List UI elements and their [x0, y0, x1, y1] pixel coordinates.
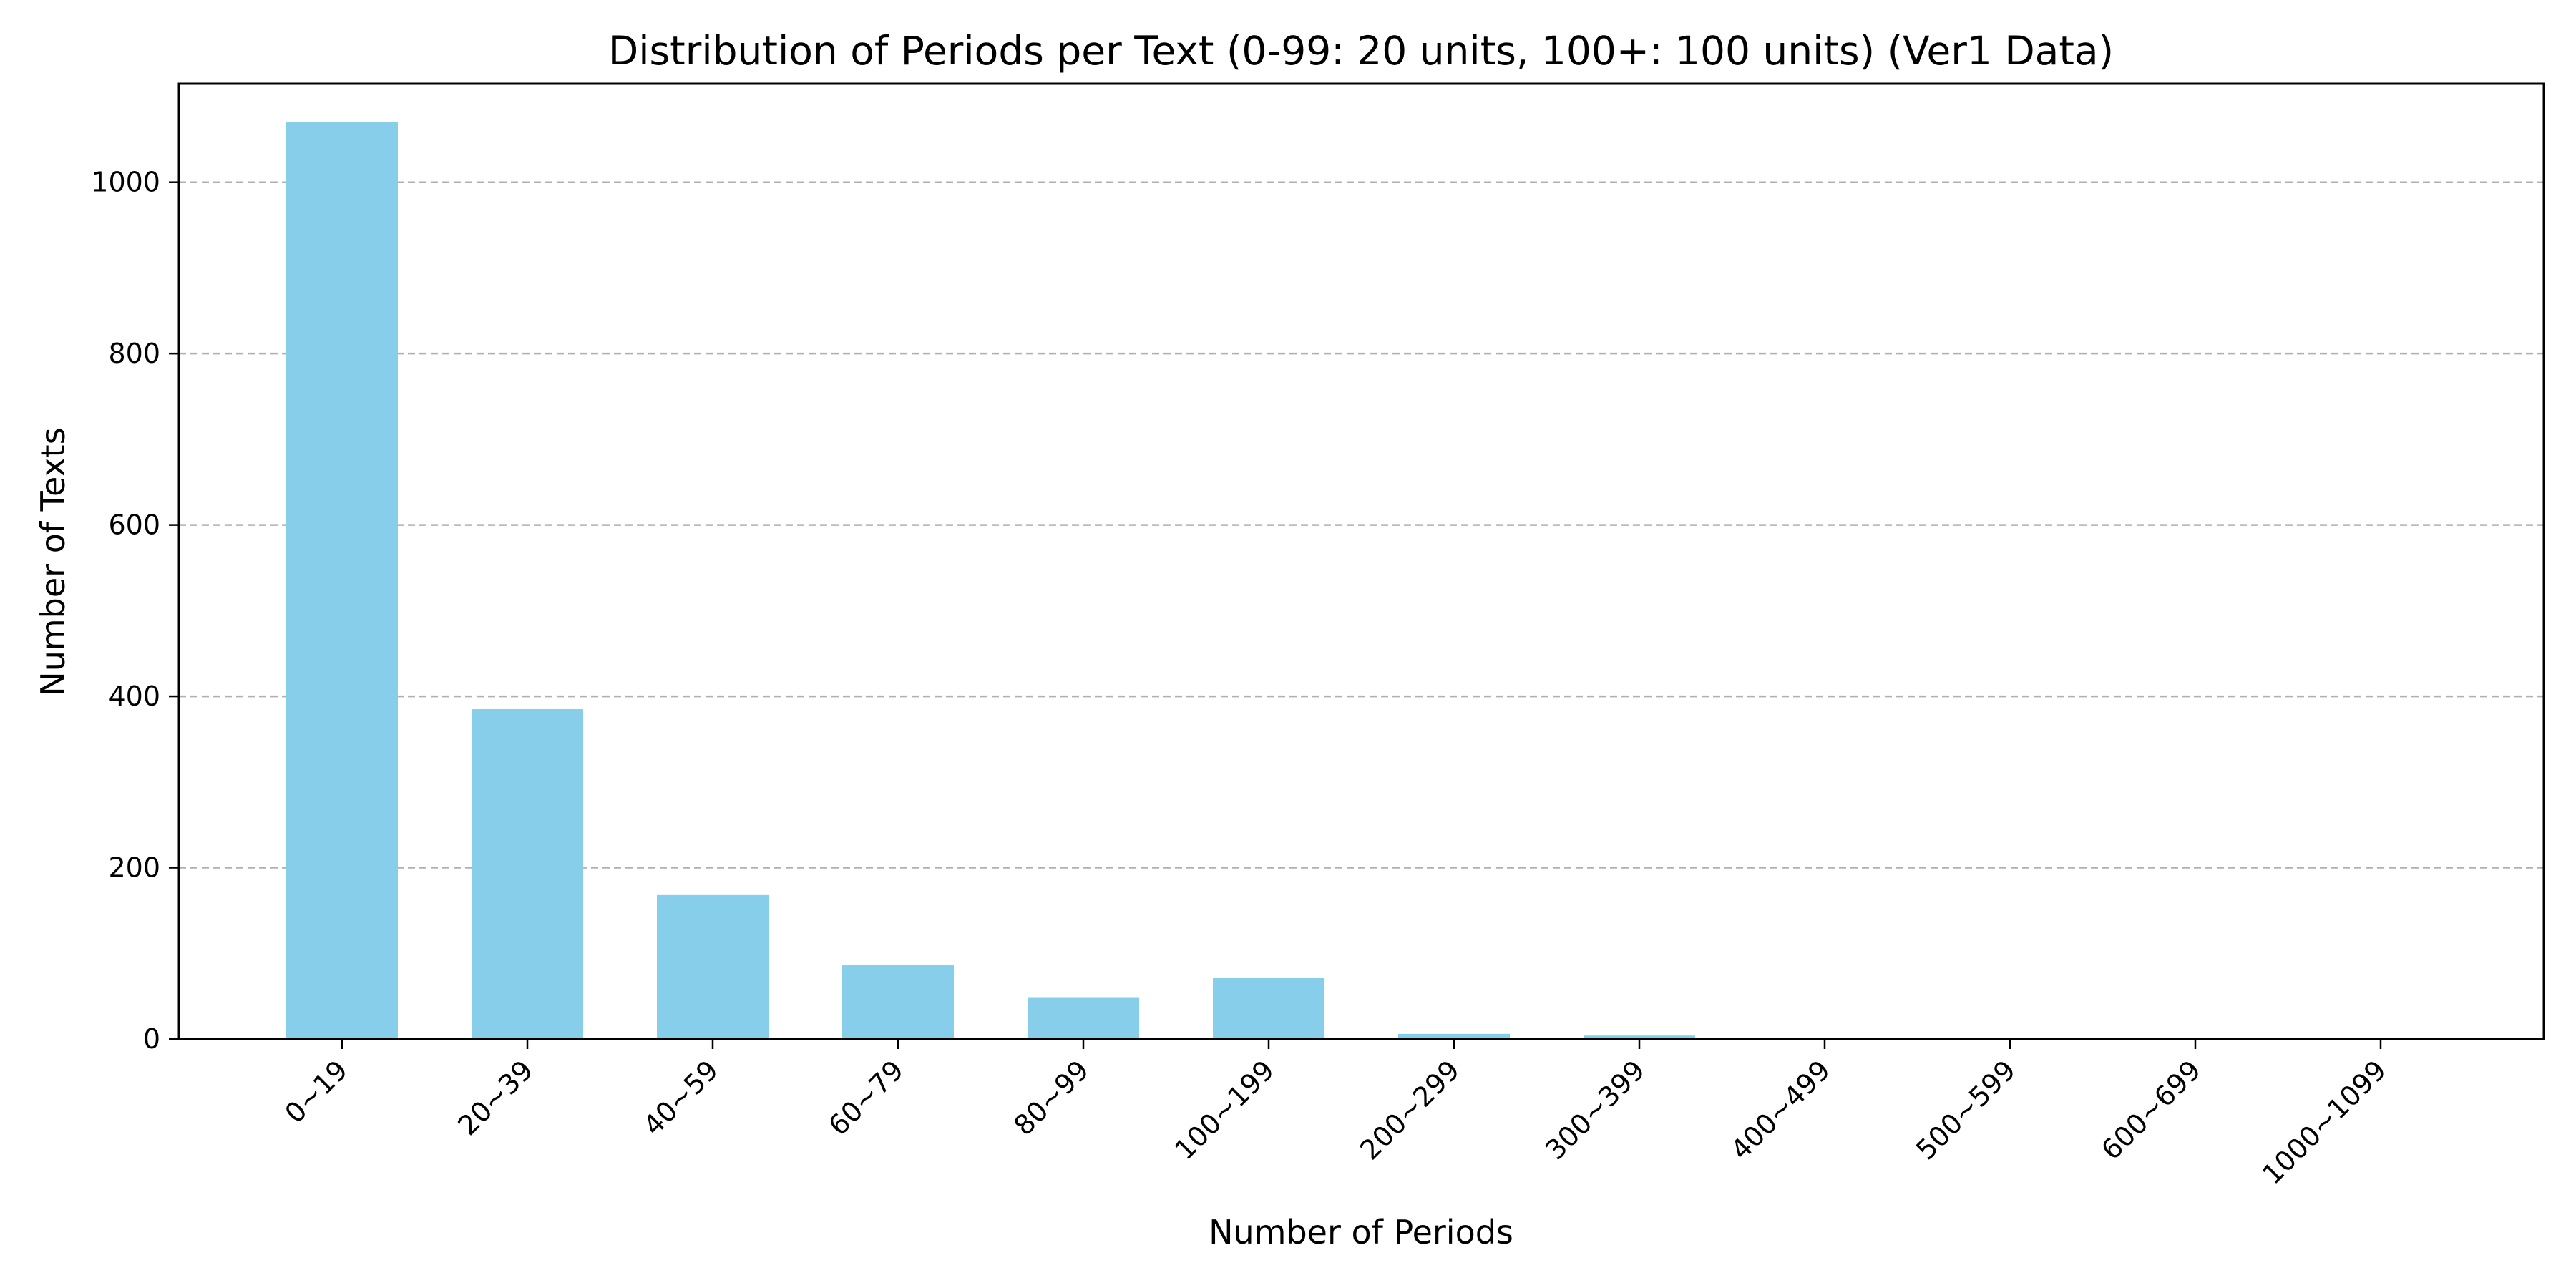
bars — [286, 122, 2066, 1040]
bar-0~19 — [286, 122, 398, 1040]
bar-60~79 — [842, 965, 954, 1039]
x-tick-label: 500~599 — [1910, 1054, 2021, 1166]
x-tick-label: 200~299 — [1354, 1054, 1465, 1166]
y-tick-label: 600 — [108, 509, 160, 541]
y-tick-label: 200 — [108, 852, 160, 884]
chart-title: Distribution of Periods per Text (0-99: … — [608, 28, 2114, 74]
bar-20~39 — [472, 709, 583, 1039]
x-tick-label: 400~499 — [1724, 1054, 1836, 1166]
plot-frame — [177, 82, 2545, 1040]
x-tick-label: 0~19 — [278, 1054, 353, 1129]
x-tick-label: 80~99 — [1008, 1054, 1095, 1141]
x-tick-label: 100~199 — [1169, 1054, 1280, 1166]
x-tick-label: 60~79 — [822, 1054, 909, 1141]
bar-100~199 — [1213, 977, 1324, 1039]
y-axis-label: Number of Texts — [34, 427, 72, 696]
bar-40~59 — [657, 894, 769, 1039]
x-axis-label: Number of Periods — [1209, 1213, 1513, 1252]
bar-300~399 — [1584, 1035, 1695, 1039]
x-tick-label: 300~399 — [1539, 1054, 1651, 1166]
y-tick-label: 800 — [108, 338, 160, 369]
x-tick-label: 1000~1099 — [2256, 1054, 2392, 1190]
bar-200~299 — [1398, 1033, 1510, 1039]
y-tick-label: 0 — [143, 1023, 160, 1055]
y-tick-label: 1000 — [91, 167, 160, 198]
y-grid — [179, 181, 2544, 869]
x-tick-label: 600~699 — [2095, 1054, 2207, 1166]
bar-80~99 — [1028, 997, 1139, 1039]
y-axis-ticks: 0 200 400 600 800 1000 — [91, 167, 179, 1055]
x-tick-label: 20~39 — [452, 1054, 539, 1141]
x-tick-label: 40~59 — [637, 1054, 724, 1141]
x-axis-ticks: 0~19 20~39 40~59 60~79 80~99 100~199 200~299 30… — [278, 1039, 2392, 1191]
y-tick-label: 400 — [108, 680, 160, 712]
